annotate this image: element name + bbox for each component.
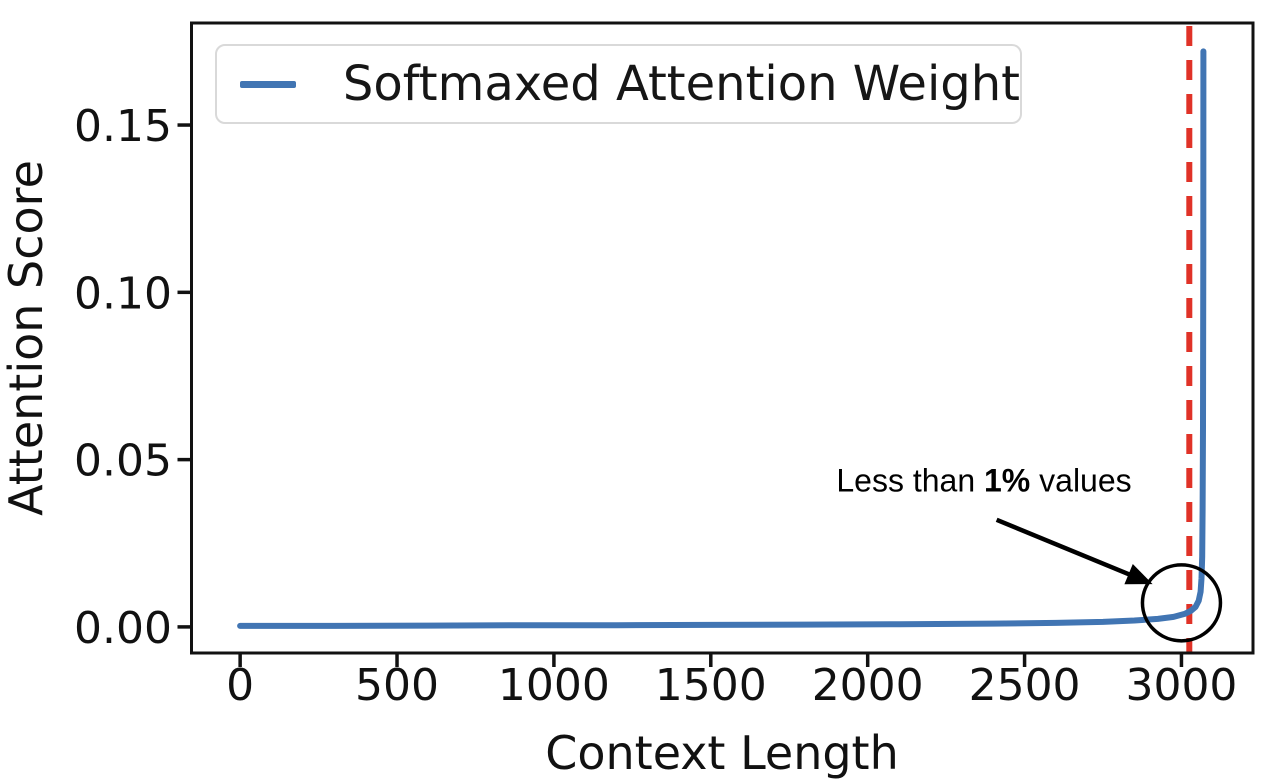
attention-curve	[237, 48, 1207, 629]
annotation-arrow-shaft	[995, 517, 1135, 579]
legend-line-sample	[240, 80, 296, 88]
annotation-text: Less than 1% values	[836, 463, 1131, 500]
annotation-arrow-head	[1124, 564, 1153, 585]
annotation-text-bold: 1%	[984, 462, 1031, 499]
x-tick-label: 1000	[498, 660, 610, 711]
x-tick-label: 2500	[969, 660, 1081, 711]
y-tick-label: 0.10	[74, 268, 172, 319]
annotation-circle	[1140, 563, 1223, 643]
x-tick-label: 500	[355, 660, 439, 711]
annotation-text-prefix: Less than	[836, 462, 985, 499]
y-tick-label: 0.05	[74, 436, 172, 487]
x-tick-label: 1500	[655, 660, 767, 711]
x-tick-label: 3000	[1125, 660, 1237, 711]
annotation-text-suffix: values	[1030, 462, 1132, 499]
x-tick-label: 0	[226, 660, 254, 711]
x-axis-label: Context Length	[545, 726, 899, 780]
x-tick-label: 2000	[812, 660, 924, 711]
legend-label: Softmaxed Attention Weight	[342, 56, 1020, 112]
plot-border	[190, 21, 1255, 655]
y-tick-label: 0.15	[74, 101, 172, 152]
y-tick-label: 0.00	[74, 603, 172, 654]
y-axis-label: Attention Score	[0, 160, 53, 516]
legend: Softmaxed Attention Weight	[215, 44, 1022, 124]
